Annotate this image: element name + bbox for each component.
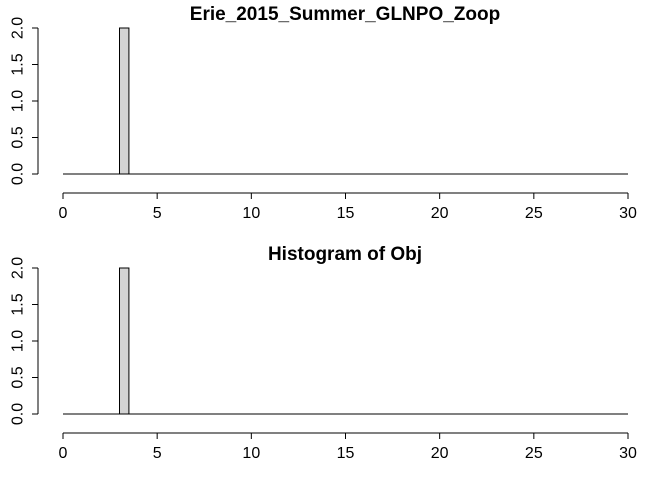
histogram-bar <box>119 267 130 415</box>
y-axis-labels: 0.0 0.5 1.0 1.5 2.0 <box>10 17 39 185</box>
histogram-panel-bottom: Histogram of Obj 0.0 0.5 1.0 1.5 2.0 0 5 10 15 2… <box>10 244 638 462</box>
x-tick-label: 30 <box>619 445 637 462</box>
x-axis-labels: 0 5 10 15 20 25 30 <box>59 192 637 222</box>
y-tick-label: 1.0 <box>10 330 27 352</box>
y-tick-label: 0.5 <box>10 366 27 388</box>
plot-marks <box>63 267 628 415</box>
x-tick-label: 0 <box>59 205 68 222</box>
x-tick-label: 10 <box>242 205 260 222</box>
x-tick-label: 0 <box>59 445 68 462</box>
y-tick-label: 1.5 <box>10 53 27 75</box>
histogram-bar <box>119 27 130 175</box>
x-tick-label: 15 <box>337 205 355 222</box>
y-tick-label: 2.0 <box>10 17 27 39</box>
y-tick-label: 0.0 <box>10 163 27 185</box>
y-tick-label: 1.5 <box>10 293 27 315</box>
y-tick-label: 1.0 <box>10 90 27 112</box>
x-tick-label: 10 <box>242 445 260 462</box>
x-tick-label: 5 <box>153 205 162 222</box>
y-tick-label: 2.0 <box>10 257 27 279</box>
x-tick-label: 20 <box>431 205 449 222</box>
x-tick-label: 30 <box>619 205 637 222</box>
histogram-panel-top: Erie_2015_Summer_GLNPO_Zoop 0.0 0.5 1.0 1.5… <box>10 4 638 222</box>
x-tick-label: 25 <box>525 445 543 462</box>
x-tick-label: 5 <box>153 445 162 462</box>
plot-marks <box>63 27 628 175</box>
y-tick-label: 0.0 <box>10 403 27 425</box>
chart-title: Erie_2015_Summer_GLNPO_Zoop <box>190 4 500 25</box>
y-axis-labels: 0.0 0.5 1.0 1.5 2.0 <box>10 257 39 425</box>
x-tick-label: 15 <box>337 445 355 462</box>
chart-title: Histogram of Obj <box>268 244 422 265</box>
y-tick-label: 0.5 <box>10 126 27 148</box>
x-tick-label: 25 <box>525 205 543 222</box>
x-tick-label: 20 <box>431 445 449 462</box>
x-axis-labels: 0 5 10 15 20 25 30 <box>59 432 637 462</box>
